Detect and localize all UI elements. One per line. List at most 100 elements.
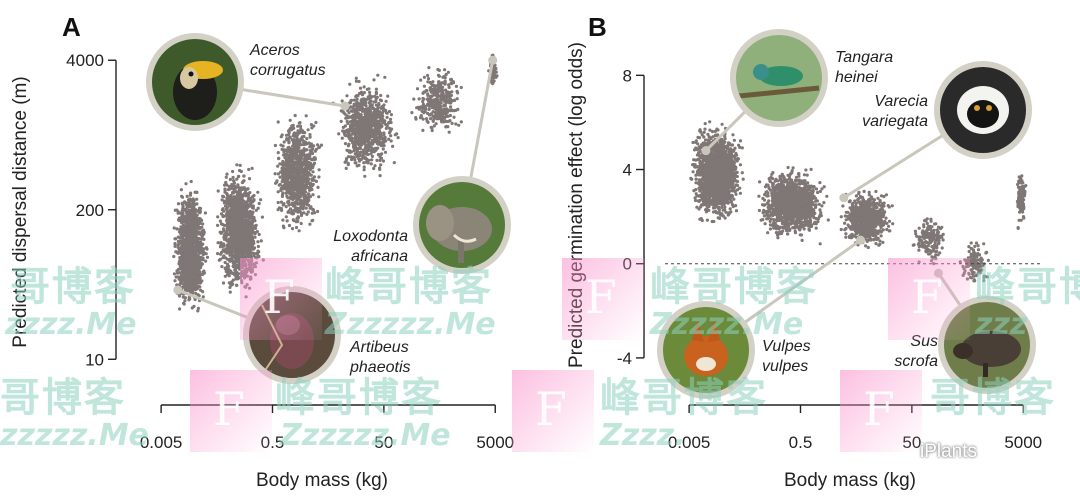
data-point	[383, 150, 388, 154]
data-point	[440, 85, 445, 89]
data-point	[228, 204, 232, 208]
data-point	[253, 235, 257, 239]
data-point	[388, 126, 392, 130]
data-point	[221, 281, 226, 285]
data-point	[193, 257, 197, 261]
data-point	[299, 127, 303, 131]
data-point	[308, 222, 312, 226]
data-point	[176, 239, 180, 243]
data-point	[297, 201, 301, 205]
data-point	[364, 144, 368, 148]
data-point	[236, 272, 240, 276]
data-point	[184, 272, 188, 276]
data-point	[245, 283, 249, 287]
data-point	[355, 153, 359, 157]
data-point	[187, 273, 191, 277]
data-point	[425, 89, 429, 93]
data-point	[250, 257, 254, 261]
data-point	[194, 291, 198, 295]
data-point	[356, 123, 360, 127]
data-point	[226, 194, 230, 198]
data-point	[453, 98, 457, 102]
data-point	[297, 121, 301, 125]
data-point	[182, 302, 186, 306]
data-point	[310, 219, 314, 223]
data-point	[177, 277, 182, 281]
data-point	[432, 87, 436, 91]
data-point	[187, 248, 191, 252]
data-point	[308, 145, 312, 149]
data-point	[346, 163, 350, 167]
data-point	[180, 195, 185, 199]
data-point	[285, 194, 289, 198]
data-point	[295, 199, 299, 203]
data-point	[351, 109, 355, 113]
data-point	[186, 268, 190, 272]
data-point	[235, 163, 239, 167]
data-point	[363, 174, 367, 178]
data-point	[345, 148, 349, 152]
data-point	[188, 193, 192, 197]
data-point	[455, 89, 459, 93]
data-point	[423, 109, 427, 113]
data-point	[201, 222, 205, 226]
data-point	[302, 151, 306, 155]
data-point	[381, 114, 385, 118]
data-point	[185, 238, 189, 242]
data-point	[235, 277, 239, 281]
data-point	[432, 124, 436, 128]
data-point	[247, 237, 251, 241]
data-point	[244, 267, 248, 271]
data-point	[188, 205, 192, 209]
data-point	[365, 107, 369, 111]
data-point	[196, 269, 200, 273]
data-point	[251, 220, 255, 224]
data-point	[277, 206, 281, 210]
data-point	[184, 233, 189, 237]
data-point	[234, 206, 238, 210]
data-point	[296, 189, 300, 193]
data-point	[437, 115, 441, 120]
data-point	[179, 245, 184, 249]
data-point	[356, 136, 360, 140]
data-point	[294, 192, 298, 196]
data-point	[381, 159, 385, 163]
data-point	[308, 206, 312, 210]
data-point	[183, 261, 187, 265]
data-point	[202, 252, 206, 256]
data-point	[378, 167, 382, 171]
data-point	[374, 99, 378, 104]
data-point	[236, 238, 240, 243]
data-point	[373, 164, 377, 168]
data-point	[447, 92, 452, 96]
data-point	[290, 192, 294, 196]
data-point	[183, 299, 187, 303]
data-point	[288, 163, 292, 167]
data-point	[372, 166, 376, 171]
data-point	[420, 109, 424, 113]
data-point	[252, 264, 256, 269]
data-point	[422, 84, 426, 88]
data-point	[242, 174, 246, 178]
data-point	[238, 222, 242, 226]
data-point	[437, 68, 441, 72]
data-point	[280, 133, 284, 137]
data-point	[310, 126, 314, 130]
data-point	[222, 195, 226, 199]
data-point	[431, 119, 435, 123]
data-point	[357, 102, 361, 106]
data-point	[229, 282, 233, 286]
data-point	[354, 108, 358, 112]
data-point	[259, 198, 263, 202]
data-point	[370, 150, 374, 154]
data-point	[252, 246, 256, 250]
data-point	[190, 227, 194, 231]
data-point	[298, 181, 302, 185]
data-point	[240, 281, 244, 285]
data-point	[379, 163, 383, 167]
data-point	[343, 112, 347, 116]
data-point	[429, 117, 433, 121]
data-point	[288, 184, 292, 188]
data-point	[417, 97, 421, 101]
